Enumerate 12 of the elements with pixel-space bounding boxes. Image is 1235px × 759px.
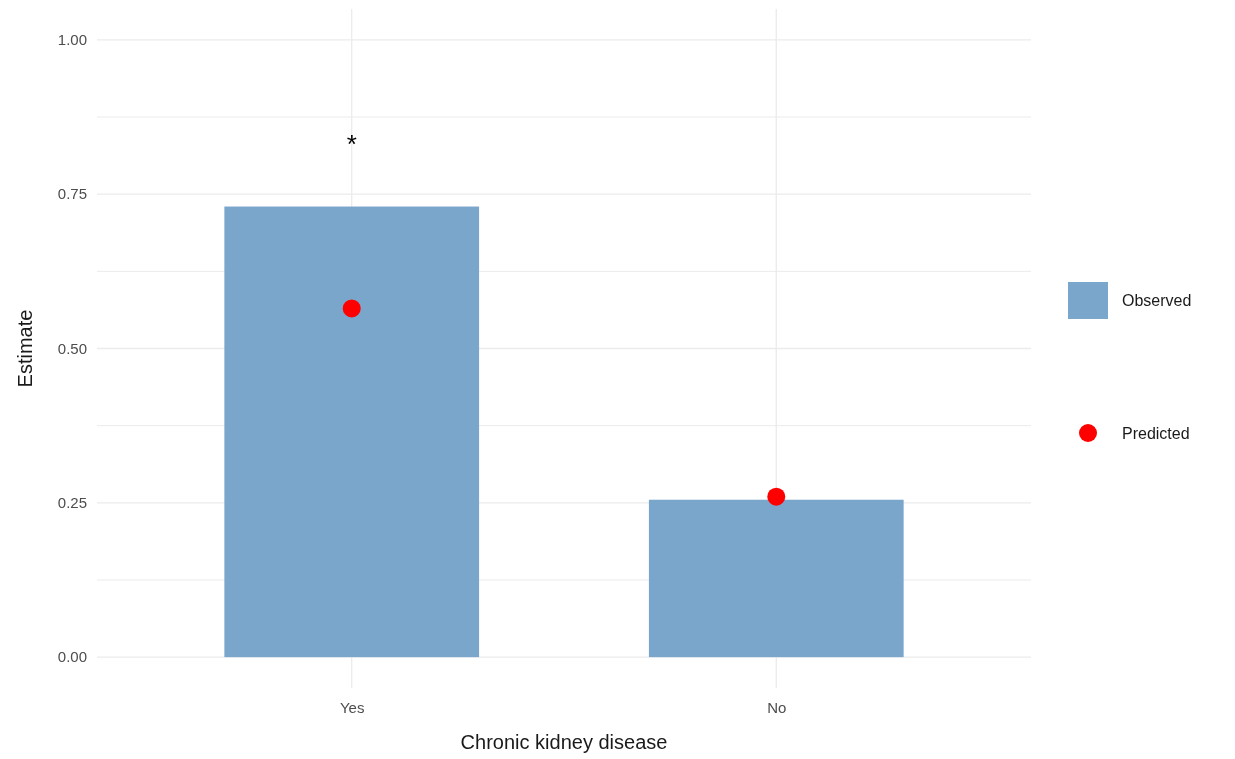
x-tick-label: Yes xyxy=(339,698,365,716)
annotation: * xyxy=(346,129,357,159)
x-axis-title: Chronic kidney disease xyxy=(460,731,668,753)
x-tick-label: No xyxy=(767,698,787,716)
legend-label: Observed xyxy=(1122,292,1192,309)
y-tick-label: 0.75 xyxy=(57,185,87,203)
y-axis-title: Estimate xyxy=(14,309,36,388)
legend-label: Predicted xyxy=(1122,425,1190,442)
y-tick-label: 0.50 xyxy=(57,339,87,357)
y-tick-label: 0.00 xyxy=(57,648,87,666)
y-tick-label: 0.25 xyxy=(57,494,87,512)
y-tick-label: 1.00 xyxy=(57,31,87,49)
